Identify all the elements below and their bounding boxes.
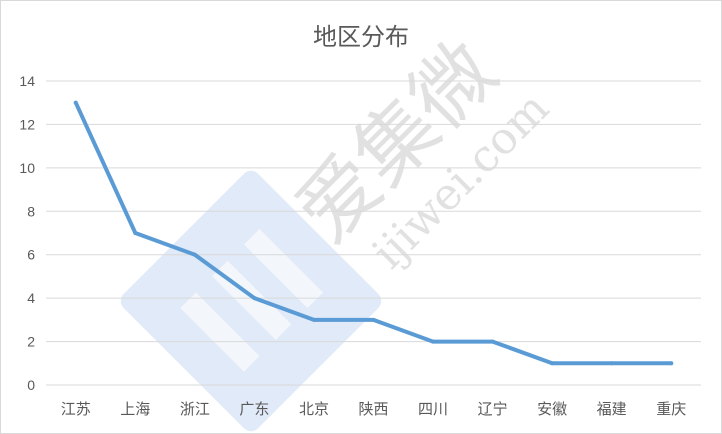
x-tick-label: 浙江 <box>180 400 210 418</box>
x-tick-label: 四川 <box>418 400 448 418</box>
x-tick-label: 重庆 <box>656 400 686 418</box>
data-point <box>311 317 316 322</box>
x-tick-label: 安徽 <box>537 400 567 418</box>
data-point <box>490 339 495 344</box>
series-layer <box>73 100 674 366</box>
x-tick-label: 上海 <box>120 400 150 418</box>
data-point <box>133 231 138 235</box>
y-tick-label: 2 <box>27 334 35 350</box>
y-tick-label: 12 <box>19 116 35 132</box>
data-point <box>371 317 376 322</box>
x-axis-ticks: 江苏 上海 浙江 广东 北京 陕西 四川 辽宁 安徽 福建 重庆 <box>61 400 686 418</box>
x-tick-label: 福建 <box>597 400 627 418</box>
watermark-logo-bar-1 <box>180 292 260 372</box>
data-point <box>609 361 614 366</box>
y-tick-label: 10 <box>19 160 35 176</box>
x-tick-label: 陕西 <box>358 400 388 418</box>
y-tick-label: 14 <box>19 73 35 89</box>
x-tick-label: 广东 <box>239 400 269 418</box>
data-point <box>73 100 78 105</box>
watermark: 爱集微 ijiwei.com <box>120 24 559 432</box>
y-axis-ticks: 0 2 4 6 8 10 12 14 <box>19 73 35 393</box>
data-point <box>192 252 197 257</box>
data-point <box>431 339 436 344</box>
y-tick-label: 0 <box>27 377 35 393</box>
watermark-logo-bar-3 <box>243 228 324 309</box>
data-point <box>252 296 257 301</box>
chart-title: 地区分布 <box>313 23 409 51</box>
data-point <box>550 361 555 366</box>
x-tick-label: 江苏 <box>61 400 91 418</box>
data-point <box>669 361 674 366</box>
y-tick-label: 6 <box>27 247 35 263</box>
y-tick-label: 4 <box>27 290 35 306</box>
x-tick-label: 北京 <box>299 400 329 418</box>
x-tick-label: 辽宁 <box>478 400 508 418</box>
y-tick-label: 8 <box>27 203 35 219</box>
grid-layer <box>46 80 701 386</box>
